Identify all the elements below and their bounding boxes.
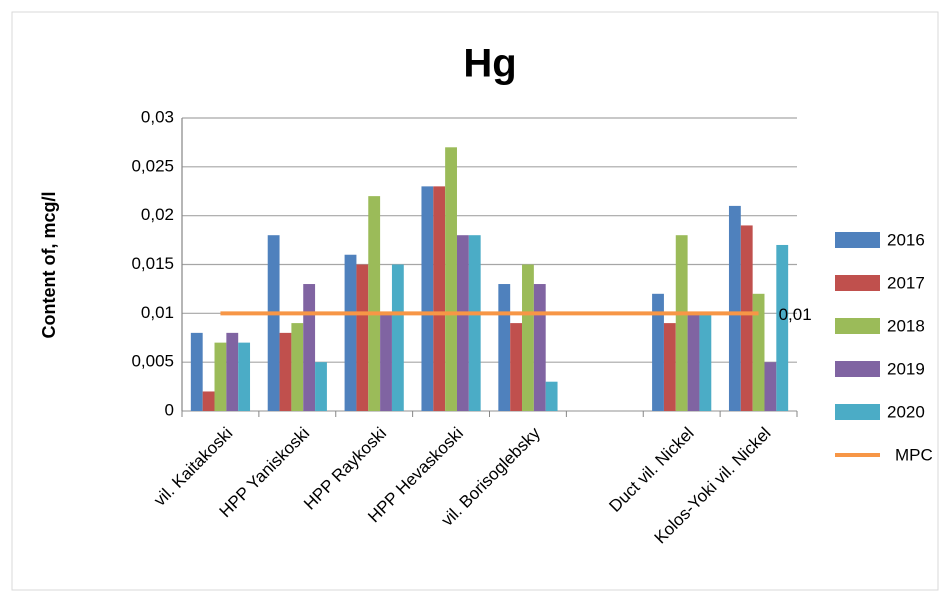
- bar: [498, 284, 511, 411]
- legend-label: MPC: [895, 445, 933, 464]
- bar: [291, 323, 304, 411]
- bar: [344, 254, 357, 411]
- bar: [391, 264, 404, 411]
- bar: [776, 244, 789, 411]
- y-tick-label: 0,005: [131, 352, 174, 371]
- bar: [522, 264, 534, 411]
- bar: [510, 323, 523, 411]
- y-tick-label: 0,02: [141, 205, 174, 224]
- legend-label: 2016: [887, 230, 925, 249]
- bar: [380, 313, 392, 411]
- bar: [279, 332, 292, 411]
- legend-label: 2018: [887, 316, 925, 335]
- bar: [368, 196, 381, 411]
- data-label: 0,01: [779, 305, 812, 324]
- bar: [303, 284, 316, 411]
- y-tick-label: 0,025: [131, 156, 174, 175]
- bar: [267, 235, 280, 411]
- bar: [752, 293, 765, 411]
- bar: [315, 362, 327, 411]
- bar: [421, 186, 434, 411]
- bar: [214, 342, 227, 411]
- y-axis-label: Content of, mcg/l: [39, 192, 59, 339]
- bar: [226, 332, 239, 411]
- bar: [663, 323, 676, 411]
- bar: [728, 205, 741, 411]
- bar: [433, 186, 446, 411]
- y-tick-label: 0: [165, 400, 174, 419]
- bar: [675, 235, 688, 411]
- bar: [545, 381, 558, 411]
- y-tick-label: 0,015: [131, 254, 174, 273]
- bar: [445, 147, 457, 412]
- bar: [652, 293, 664, 411]
- legend-label: 2019: [887, 359, 925, 378]
- bar: [356, 264, 369, 411]
- bar: [699, 313, 712, 411]
- y-tick-label: 0,01: [141, 303, 174, 322]
- legend-swatch: [835, 361, 880, 377]
- bar: [238, 342, 251, 411]
- bar: [533, 284, 546, 411]
- bar: [468, 235, 481, 411]
- bar: [687, 313, 700, 411]
- legend-label: 2020: [887, 402, 925, 421]
- legend-swatch: [835, 318, 880, 334]
- chart-title: Hg: [463, 42, 516, 86]
- legend-swatch: [835, 404, 880, 420]
- bar: [202, 391, 215, 411]
- y-tick-label: 0,03: [141, 107, 174, 126]
- legend-swatch: [835, 275, 880, 291]
- bar: [740, 225, 753, 411]
- legend-swatch: [835, 232, 880, 248]
- bar: [764, 362, 777, 411]
- bar: [190, 332, 203, 411]
- legend-label: 2017: [887, 273, 925, 292]
- bar: [456, 235, 469, 411]
